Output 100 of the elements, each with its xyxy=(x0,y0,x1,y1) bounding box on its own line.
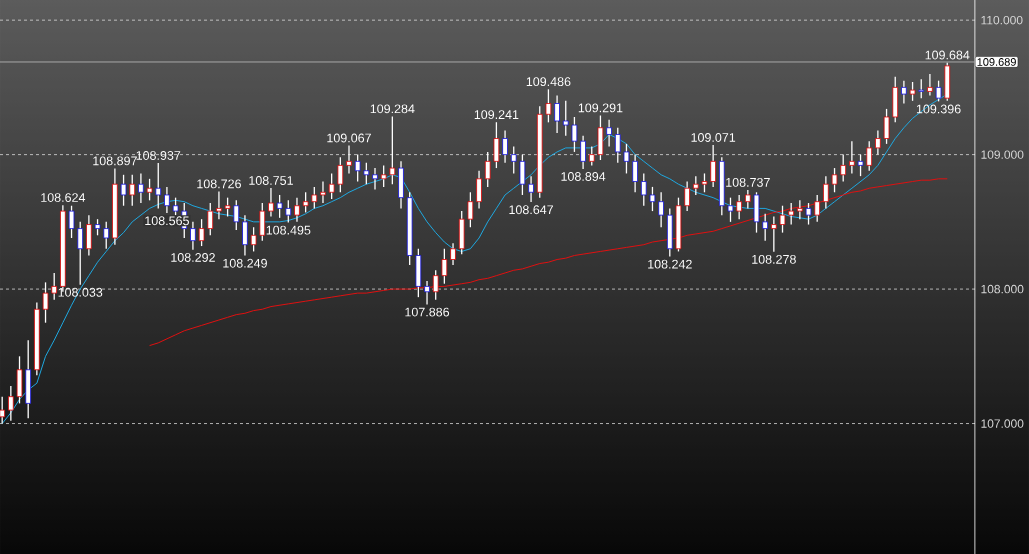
candlestick xyxy=(935,80,942,103)
candlestick xyxy=(866,140,873,172)
candlestick xyxy=(883,108,890,145)
candlestick xyxy=(823,175,829,210)
candlestick xyxy=(658,191,664,228)
candlestick xyxy=(302,191,309,214)
candlestick xyxy=(138,172,144,204)
y-tick-label: 109.000 xyxy=(981,150,1024,159)
candlestick xyxy=(268,187,274,218)
annotation: 108.897 xyxy=(93,156,137,166)
candlestick xyxy=(736,194,742,220)
candlestick xyxy=(294,197,300,223)
annotation: 108.249 xyxy=(223,258,267,268)
candlestick xyxy=(554,94,560,134)
candlestick xyxy=(450,242,456,266)
annotation: 108.751 xyxy=(249,176,293,185)
candlestick xyxy=(580,135,586,170)
annotation: 108.937 xyxy=(136,151,181,160)
annotation: 108.624 xyxy=(41,193,86,202)
candlestick xyxy=(632,153,638,193)
annotation: 109.284 xyxy=(370,104,415,114)
annotation: 108.894 xyxy=(561,172,606,181)
candlestick xyxy=(710,144,716,188)
candlestick xyxy=(129,174,136,207)
candlestick xyxy=(311,186,318,210)
candlestick xyxy=(216,190,222,220)
candlestick xyxy=(346,144,352,175)
candlestick xyxy=(224,197,231,218)
candlestick xyxy=(354,153,361,183)
candlestick xyxy=(692,175,699,196)
y-tick-label: 108.000 xyxy=(981,284,1024,294)
candlestick xyxy=(545,88,552,123)
candlestick xyxy=(840,153,847,183)
candlestick xyxy=(788,202,795,226)
annotation: 108.565 xyxy=(145,216,189,226)
candlestick xyxy=(771,215,777,253)
annotation: 109.241 xyxy=(474,110,519,120)
candlestick xyxy=(614,127,621,164)
candlestick xyxy=(684,180,690,212)
candlestick xyxy=(493,121,500,169)
candlestick xyxy=(242,214,248,257)
candlestick xyxy=(701,172,708,193)
candlestick xyxy=(762,213,768,242)
candlestick xyxy=(831,167,838,193)
candlestick xyxy=(875,129,881,156)
candlestick xyxy=(528,175,534,203)
candlestick xyxy=(207,202,214,236)
annotation: 108.726 xyxy=(197,179,241,189)
candlestick xyxy=(8,385,14,422)
annotation: 109.067 xyxy=(327,133,371,143)
candlestick xyxy=(779,205,786,234)
candlestick xyxy=(164,186,170,214)
candlestick xyxy=(42,281,49,324)
candlestick xyxy=(51,272,58,301)
candlestick xyxy=(120,174,127,207)
candlestick xyxy=(380,164,387,188)
candlestick xyxy=(155,162,162,210)
annotation: 108.647 xyxy=(509,205,554,215)
candlestick xyxy=(337,156,344,193)
candlestick xyxy=(389,115,396,185)
candlestick xyxy=(424,280,430,306)
candlestick xyxy=(372,167,378,191)
annotation: 108.278 xyxy=(752,254,796,264)
candlestick xyxy=(814,194,821,223)
annotation: 108.737 xyxy=(726,177,770,187)
candlestick xyxy=(250,226,257,253)
candlestick xyxy=(103,221,110,250)
candlestick xyxy=(510,145,517,175)
annotation: 107.886 xyxy=(405,307,450,317)
candlestick xyxy=(146,178,153,201)
candlestick xyxy=(797,199,803,220)
candlestick xyxy=(441,248,448,285)
annotation: 109.396 xyxy=(916,104,961,114)
candlestick xyxy=(476,170,482,210)
annotation: 108.292 xyxy=(171,253,215,262)
candlestick xyxy=(606,119,612,148)
candlestick xyxy=(649,186,656,212)
candlestick xyxy=(0,396,6,425)
candlestick xyxy=(198,218,205,247)
y-tick-label: 107.000 xyxy=(981,419,1024,428)
candlestick xyxy=(363,162,370,185)
annotation: 108.495 xyxy=(266,225,311,235)
candlestick xyxy=(77,221,84,286)
candlestick xyxy=(857,153,864,177)
candlestick xyxy=(927,73,933,97)
candlestick xyxy=(320,180,326,204)
annotation: 109.071 xyxy=(691,133,736,142)
candlestick xyxy=(467,191,474,228)
candlestick xyxy=(233,199,240,231)
candlestick xyxy=(328,172,335,200)
candlestick xyxy=(502,129,508,164)
annotation: 108.242 xyxy=(648,259,692,269)
candlestick xyxy=(68,205,75,239)
annotation: 109.684 xyxy=(925,50,970,60)
candlestick xyxy=(190,221,196,251)
ref-line-label: 109.689 xyxy=(977,58,1016,66)
candlestick xyxy=(484,151,491,188)
candlestick xyxy=(432,269,439,301)
candlestick xyxy=(849,140,855,175)
candlestick xyxy=(623,143,630,175)
